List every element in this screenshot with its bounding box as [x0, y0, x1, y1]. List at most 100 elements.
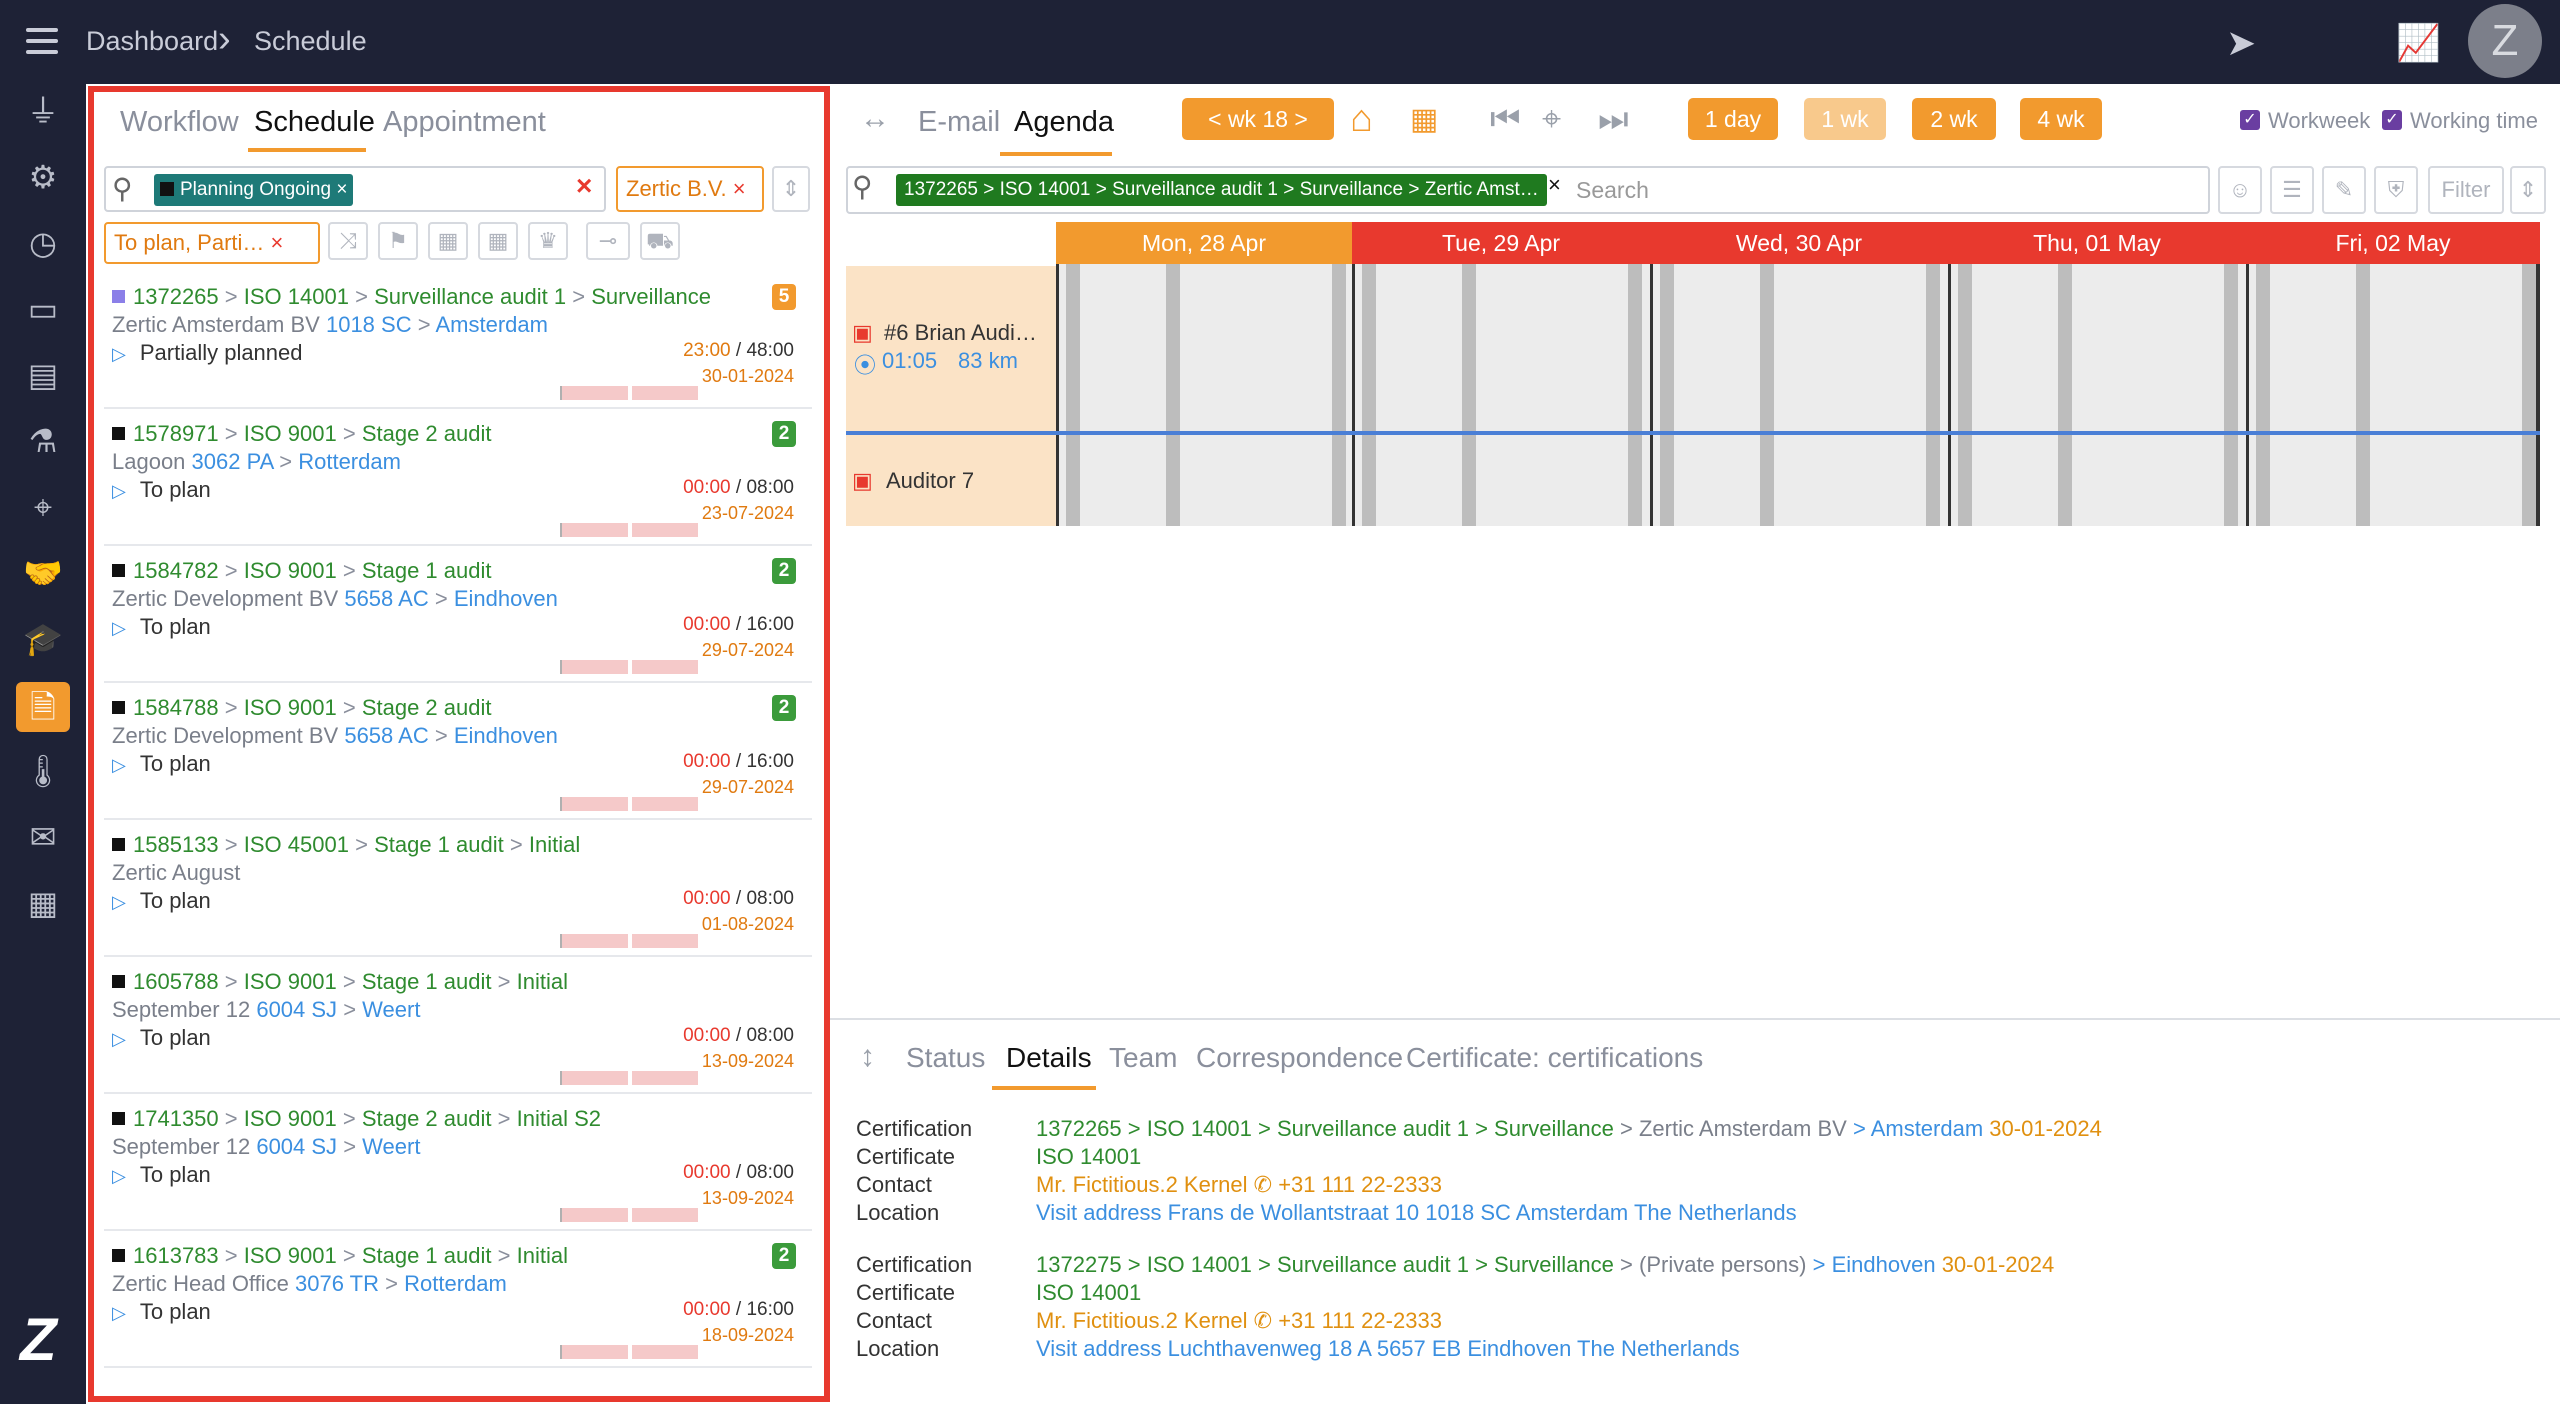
crosshair-center-icon[interactable]: ⌖ — [1542, 100, 1562, 138]
graduation-cap-icon[interactable]: 🎓 — [23, 621, 63, 657]
send-icon[interactable]: ➤ — [2226, 22, 2257, 63]
tab-email[interactable]: E-mail — [918, 106, 1001, 138]
thermometer-icon[interactable]: 🌡 — [22, 753, 64, 789]
non-working-time-block — [1066, 264, 1080, 526]
list-item[interactable]: 1613783 > ISO 9001 > Stage 1 audit > Ini… — [104, 1231, 812, 1368]
tab-status[interactable]: Status — [906, 1042, 986, 1073]
item-id[interactable]: 1741350 — [133, 1106, 219, 1131]
item-id[interactable]: 1584788 — [133, 695, 219, 720]
tab-team[interactable]: Team — [1109, 1042, 1178, 1073]
flask-icon[interactable]: ⚗ — [28, 423, 58, 459]
list-item[interactable]: 1578971 > ISO 9001 > Stage 2 audit Lagoon… — [104, 409, 812, 546]
working-time-checkbox[interactable]: ✓ — [2382, 110, 2402, 130]
car-icon[interactable]: ⛟ — [640, 222, 680, 260]
tab-workflow[interactable]: Workflow — [120, 106, 239, 138]
item-id[interactable]: 1613783 — [133, 1243, 219, 1268]
certification-row[interactable]: 1372265 > ISO 14001 > Surveillance audit… — [1036, 1116, 2102, 1141]
non-working-time-block — [1958, 264, 1972, 526]
calendar-done-icon[interactable]: ▦ — [478, 222, 518, 260]
expand-horizontal-icon[interactable]: ↔ — [860, 102, 890, 135]
week-nav-button[interactable]: < wk 18 > — [1182, 98, 1334, 140]
expand-triangle-icon[interactable]: ▷ — [112, 344, 126, 364]
list-item[interactable]: 1741350 > ISO 9001 > Stage 2 audit > Ini… — [104, 1094, 812, 1231]
workweek-checkbox[interactable]: ✓ — [2240, 110, 2260, 130]
handshake-icon[interactable]: 🤝 — [23, 555, 63, 591]
range-4-wk-button[interactable]: 4 wk — [2020, 98, 2102, 140]
selected-item-chip[interactable]: 1372265 > ISO 14001 > Surveillance audit… — [896, 174, 1547, 206]
sort-icon[interactable]: ⇕ — [772, 166, 810, 212]
item-id[interactable]: 1578971 — [133, 421, 219, 446]
expand-triangle-icon[interactable]: ▷ — [112, 755, 126, 775]
resource-name-1[interactable]: #6 Brian Audi… — [884, 320, 1037, 345]
crosshair-icon[interactable]: ⌖ — [33, 489, 53, 525]
detail-label: Certificate — [856, 1280, 956, 1305]
commit-icon[interactable]: ⊸ — [586, 222, 630, 260]
expand-triangle-icon[interactable]: ▷ — [112, 1029, 126, 1049]
expand-triangle-icon[interactable]: ▷ — [112, 892, 126, 912]
list-item[interactable]: 1584782 > ISO 9001 > Stage 1 audit Zertic… — [104, 546, 812, 683]
schedule-doc-icon[interactable]: 🗎 — [16, 682, 70, 732]
plug-icon[interactable]: ⏚ — [26, 93, 59, 129]
last-page-icon[interactable]: ⏭ — [1598, 100, 1629, 138]
shield-check-icon[interactable]: ⛨ — [2374, 166, 2418, 214]
plan-status-filter[interactable]: To plan, Parti… × — [104, 222, 320, 264]
menu-icon[interactable] — [26, 28, 58, 54]
first-page-icon[interactable]: ⏮ — [1490, 100, 1521, 138]
mail-icon[interactable]: ✉ — [29, 819, 57, 855]
company-filter[interactable]: Zertic B.V. × — [616, 166, 764, 212]
person-icon[interactable]: ☺ — [2218, 166, 2262, 214]
contact-row[interactable]: Mr. Fictitious.2 Kernel ✆ +31 111 22-233… — [1036, 1172, 1442, 1197]
item-id[interactable]: 1585133 — [133, 832, 219, 857]
location-link[interactable]: Visit address Frans de Wollantstraat 10 … — [1036, 1200, 1797, 1225]
breadcrumb-dashboard[interactable]: Dashboard — [86, 26, 219, 56]
status-chip[interactable]: Planning Ongoing × — [154, 174, 354, 206]
list-item[interactable]: 1585133 > ISO 45001 > Stage 1 audit > In… — [104, 820, 812, 957]
agenda-search-input[interactable] — [846, 166, 2210, 214]
list-item[interactable]: 1584788 > ISO 9001 > Stage 2 audit Zertic… — [104, 683, 812, 820]
certification-row[interactable]: 1372275 > ISO 14001 > Surveillance audit… — [1036, 1252, 2055, 1277]
trophy-icon[interactable]: ♛ — [528, 222, 568, 260]
expand-triangle-icon[interactable]: ▷ — [112, 1166, 126, 1186]
calendar-today-icon[interactable]: ▦ — [1410, 103, 1439, 136]
filter-button[interactable]: Filter — [2428, 166, 2504, 214]
remove-chip-icon[interactable]: × — [1548, 172, 1561, 197]
expand-triangle-icon[interactable]: ▷ — [112, 1303, 126, 1323]
tab-agenda[interactable]: Agenda — [1014, 106, 1114, 138]
clear-status-filter-icon[interactable]: × — [576, 170, 593, 201]
expand-triangle-icon[interactable]: ▷ — [112, 618, 126, 638]
calendar-icon[interactable]: ▦ — [27, 885, 59, 921]
sort-vertical-icon[interactable]: ⇕ — [2510, 166, 2546, 214]
item-id[interactable]: 1605788 — [133, 969, 219, 994]
range-2-wk-button[interactable]: 2 wk — [1912, 98, 1996, 140]
avatar[interactable]: Z — [2468, 4, 2542, 78]
agenda-grid[interactable] — [1056, 264, 2540, 526]
resource-name-2[interactable]: Auditor 7 — [886, 468, 975, 493]
location-link[interactable]: Visit address Luchthavenweg 18 A 5657 EB… — [1036, 1336, 1740, 1361]
tab-schedule[interactable]: Schedule — [254, 106, 375, 138]
trend-chart-icon[interactable]: 📈 — [2396, 22, 2441, 63]
flag-icon[interactable]: ⚑ — [378, 222, 418, 260]
folder-icon[interactable]: ▭ — [27, 291, 59, 327]
brush-icon[interactable]: ✎ — [2322, 166, 2366, 214]
item-id[interactable]: 1584782 — [133, 558, 219, 583]
calendar-check-icon[interactable]: ▦ — [428, 222, 468, 260]
clock-icon[interactable]: ◷ — [29, 225, 57, 261]
list-item[interactable]: 1372265 > ISO 14001 > Surveillance audit… — [104, 272, 812, 409]
home-icon[interactable]: ⌂ — [1350, 98, 1373, 140]
range-1-day-button[interactable]: 1 day — [1688, 98, 1778, 140]
tab-details[interactable]: Details — [1006, 1042, 1092, 1073]
contact-row[interactable]: Mr. Fictitious.2 Kernel ✆ +31 111 22-233… — [1036, 1308, 1442, 1333]
expand-triangle-icon[interactable]: ▷ — [112, 481, 126, 501]
gear-icon[interactable]: ⚙ — [28, 159, 58, 195]
list-icon[interactable]: ☰ — [2270, 166, 2314, 214]
range-1-wk-button[interactable]: 1 wk — [1804, 98, 1886, 140]
contact-card-icon[interactable]: ▤ — [27, 357, 59, 393]
tab-certificate-certifications[interactable]: Certificate: certifications — [1406, 1042, 1704, 1073]
tab-correspondence[interactable]: Correspondence — [1196, 1042, 1404, 1073]
progress-bar — [560, 1208, 700, 1222]
list-item[interactable]: 1605788 > ISO 9001 > Stage 1 audit > Ini… — [104, 957, 812, 1094]
shuffle-icon[interactable]: ⤨ — [328, 222, 368, 260]
resize-vertical-icon[interactable]: ↕ — [860, 1040, 875, 1073]
item-id[interactable]: 1372265 — [133, 284, 219, 309]
tab-appointment[interactable]: Appointment — [383, 106, 546, 138]
